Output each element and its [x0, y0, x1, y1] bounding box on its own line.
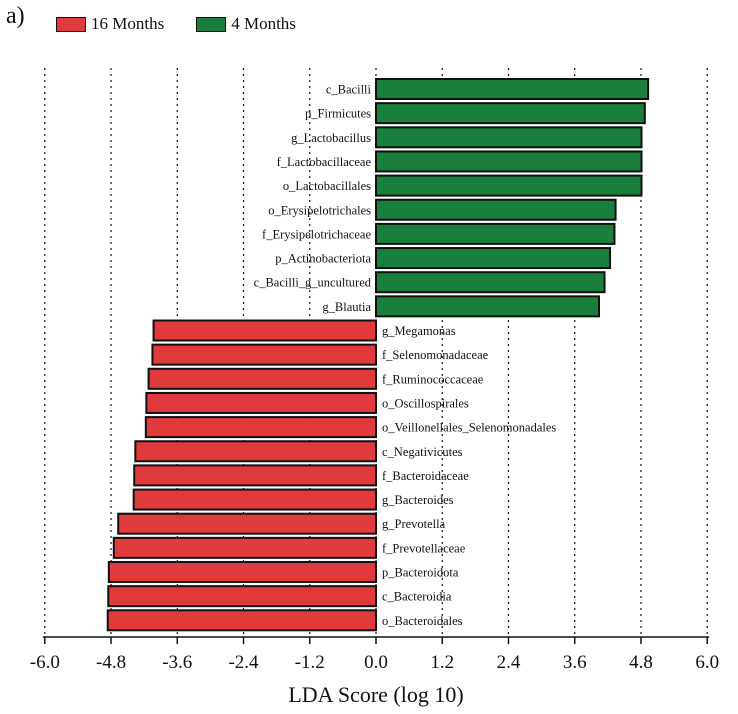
- bar-label: o_Erysipelotrichales: [268, 203, 371, 217]
- bar: [107, 561, 377, 583]
- legend-swatch-16-months: [56, 16, 86, 32]
- bar: [375, 247, 612, 270]
- x-tick-label: -3.6: [162, 652, 192, 673]
- x-tick-label: 2.4: [497, 652, 521, 673]
- bar-label: f_Prevotellaceae: [382, 541, 466, 555]
- x-tick-label: -4.8: [96, 652, 126, 673]
- bar-label: g_Blautia: [322, 300, 371, 314]
- bar-label: g_Prevotella: [382, 517, 446, 531]
- bar: [375, 295, 601, 318]
- bar-label: o_Bacteroidales: [382, 614, 463, 628]
- x-tick-label: 1.2: [430, 652, 454, 673]
- bar: [133, 464, 377, 487]
- bar: [117, 512, 377, 535]
- x-tick-label: -2.4: [228, 652, 259, 673]
- bar-label: f_Erysipelotrichaceae: [262, 227, 371, 241]
- x-tick-label: 0.0: [364, 652, 388, 673]
- bar: [106, 609, 377, 632]
- bar-label: p_Bacteroidota: [382, 566, 459, 580]
- legend-item-16-months: 16 Months: [56, 14, 164, 34]
- bar-label: f_Ruminococcaceae: [382, 372, 484, 386]
- bar: [375, 126, 643, 149]
- bar: [112, 536, 378, 559]
- bar: [132, 488, 377, 511]
- bar: [145, 391, 377, 414]
- legend-swatch-4-months: [196, 16, 227, 32]
- bar: [375, 174, 643, 197]
- bar: [375, 102, 646, 125]
- legend: 16 Months 4 Months: [56, 14, 328, 34]
- bar-label: f_Lactobacillaceae: [277, 155, 372, 169]
- bar: [375, 150, 643, 173]
- legend-item-4-months: 4 Months: [196, 14, 296, 34]
- bar-label: g_Bacteroides: [382, 493, 454, 507]
- bar: [375, 78, 650, 100]
- x-tick-label: 3.6: [563, 652, 587, 673]
- bar-label: o_Veillonellales_Selenomonadales: [382, 421, 556, 435]
- bar: [107, 585, 377, 608]
- bar-label: p_Firmicutes: [305, 107, 371, 121]
- x-tick-label: -1.2: [295, 652, 325, 673]
- bar-label: c_Bacilli_g_uncultured: [254, 276, 372, 290]
- x-tick-label: 6.0: [695, 652, 719, 673]
- bar: [375, 222, 616, 245]
- bar: [375, 198, 617, 221]
- x-axis-title: LDA Score (log 10): [288, 682, 463, 707]
- bar-label: c_Negativicutes: [382, 445, 463, 459]
- bar-label: f_Bacteroidaceae: [382, 469, 469, 483]
- bar-label: g_Megamonas: [382, 324, 456, 338]
- bar: [147, 367, 377, 390]
- bar: [152, 319, 377, 342]
- x-tick-label: -6.0: [30, 652, 60, 673]
- bar-label: g_Lactobacillus: [291, 131, 371, 145]
- panel-label: a): [6, 3, 25, 29]
- bar-label: o_Lactobacillales: [283, 179, 371, 193]
- bar-label: c_Bacteroidia: [382, 590, 452, 604]
- bar-label: p_Actinobacteriota: [275, 252, 371, 266]
- bar: [134, 440, 377, 463]
- bar: [144, 416, 377, 439]
- bar-label: f_Selenomonadaceae: [382, 348, 489, 362]
- bar: [375, 271, 606, 294]
- x-tick-label: 4.8: [629, 652, 653, 673]
- bar: [151, 343, 377, 366]
- bar-label: c_Bacilli: [326, 83, 372, 97]
- legend-label-4-months: 4 Months: [231, 14, 296, 33]
- legend-label-16-months: 16 Months: [91, 14, 165, 33]
- bar-label: o_Oscillospirales: [382, 396, 469, 410]
